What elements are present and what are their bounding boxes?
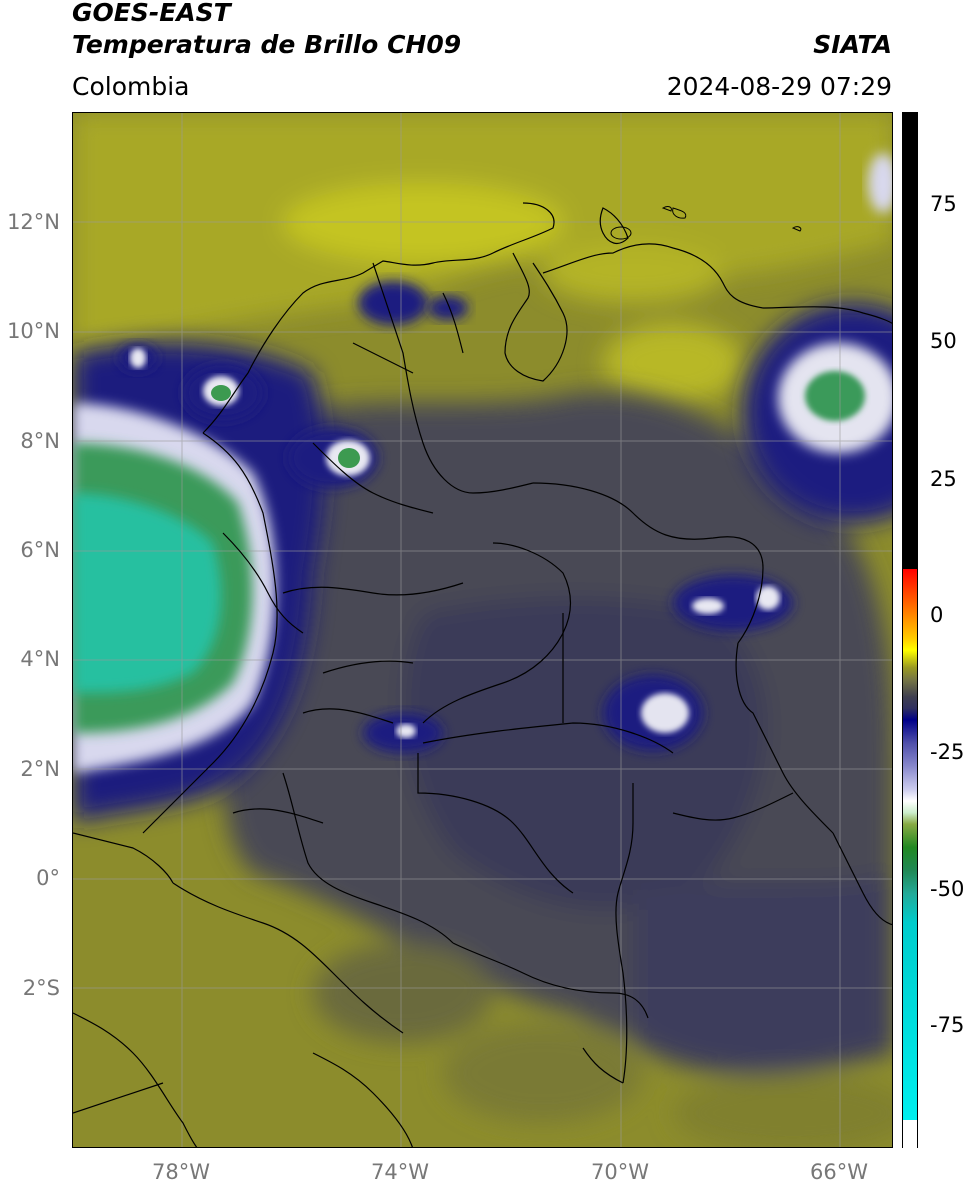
colorbar-tick: -25 bbox=[930, 740, 965, 764]
map-panel bbox=[72, 112, 893, 1148]
lat-label: 0° bbox=[36, 866, 60, 890]
colorbar-black-segment bbox=[903, 113, 917, 569]
colorbar-tick: -75 bbox=[930, 1013, 965, 1037]
region-label: Colombia bbox=[72, 72, 190, 101]
lat-label: 8°N bbox=[20, 429, 60, 453]
lat-label: 2°N bbox=[20, 757, 60, 781]
lon-label: 70°W bbox=[591, 1160, 649, 1184]
colorbar-tick: 25 bbox=[930, 467, 957, 491]
colorbar-gradient-segment bbox=[903, 569, 917, 1149]
title-product: Temperatura de Brillo CH09 bbox=[72, 30, 462, 59]
warm-top-zone bbox=[73, 113, 892, 403]
lat-label: 2°S bbox=[22, 976, 60, 1000]
lon-label: 74°W bbox=[371, 1160, 429, 1184]
lon-label: 66°W bbox=[810, 1160, 868, 1184]
colorbar-tick: 50 bbox=[930, 329, 957, 353]
lat-label: 10°N bbox=[7, 319, 60, 343]
lat-label: 4°N bbox=[20, 647, 60, 671]
northeast-convective-system bbox=[743, 153, 892, 523]
lat-label: 12°N bbox=[7, 210, 60, 234]
colorbar bbox=[902, 112, 918, 1149]
cool-central-zone bbox=[223, 391, 892, 1147]
lon-label: 78°W bbox=[152, 1160, 210, 1184]
graticule bbox=[73, 113, 892, 1147]
datetime-label: 2024-08-29 07:29 bbox=[666, 72, 892, 101]
lat-label: 6°N bbox=[20, 538, 60, 562]
source-label: SIATA bbox=[813, 30, 892, 59]
colorbar-tick: 75 bbox=[930, 192, 957, 216]
islands bbox=[610, 206, 802, 240]
title-satellite: GOES-EAST bbox=[72, 0, 231, 27]
colorbar-tick: 0 bbox=[930, 603, 944, 627]
colorbar-tick: -50 bbox=[930, 877, 965, 901]
political-borders bbox=[73, 202, 892, 1147]
satellite-image bbox=[73, 113, 892, 1147]
